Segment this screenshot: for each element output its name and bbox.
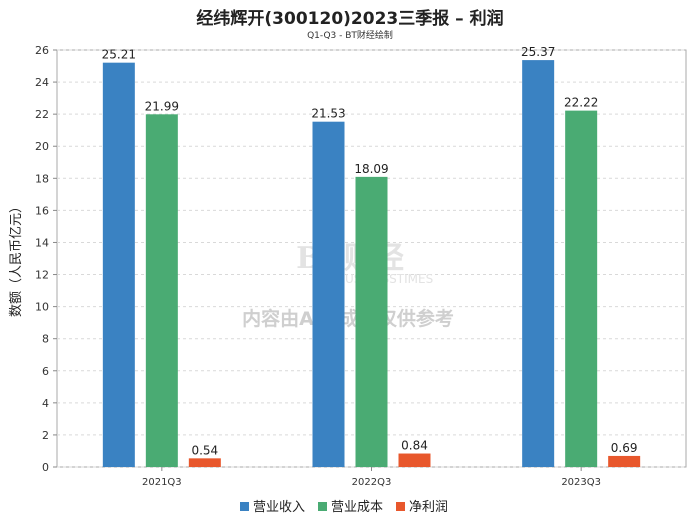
bar-cost <box>565 110 598 468</box>
y-tick-label: 14 <box>35 236 49 249</box>
y-axis-label: 数额（人民币亿元） <box>9 200 24 317</box>
bar-value-label: 0.69 <box>611 441 638 455</box>
bar-revenue <box>102 62 135 468</box>
chart-subtitle: Q1-Q3 - BT财经绘制 <box>307 31 393 41</box>
chart-title: 经纬辉开(300120)2023三季报 – 利润 <box>196 9 504 29</box>
bar-value-label: 0.84 <box>401 439 428 453</box>
y-tick-label: 2 <box>42 429 49 442</box>
y-tick-label: 12 <box>35 269 49 282</box>
legend-label: 净利润 <box>409 500 448 515</box>
y-tick-label: 0 <box>42 461 49 474</box>
x-tick-label: 2023Q3 <box>561 477 601 488</box>
y-tick-label: 24 <box>35 76 49 89</box>
y-tick-label: 10 <box>35 301 49 314</box>
y-tick-label: 20 <box>35 140 49 153</box>
bar-cost <box>145 114 178 467</box>
y-tick-label: 4 <box>42 397 49 410</box>
y-tick-label: 16 <box>35 204 49 217</box>
legend-swatch-cost <box>318 502 327 511</box>
watermark-brand: BT财经 <box>296 241 404 276</box>
bar-value-label: 22.22 <box>564 96 598 110</box>
bar-value-label: 25.37 <box>521 45 555 59</box>
legend-label: 营业收入 <box>253 500 305 515</box>
bar-revenue <box>312 121 345 467</box>
bar-profit <box>398 453 431 467</box>
bar-value-label: 21.53 <box>311 107 345 121</box>
bar-profit <box>188 458 221 467</box>
y-tick-label: 8 <box>42 333 49 346</box>
watermark-notice: 内容由AI生成，仅供参考 <box>242 307 454 330</box>
legend-swatch-profit <box>396 502 405 511</box>
bar-value-label: 0.54 <box>191 443 218 457</box>
bar-revenue <box>522 60 555 468</box>
y-tick-label: 22 <box>35 108 49 121</box>
legend-label: 营业成本 <box>331 500 383 515</box>
bar-value-label: 25.21 <box>102 48 136 62</box>
x-tick-label: 2021Q3 <box>142 477 182 488</box>
y-tick-label: 18 <box>35 172 49 185</box>
bar-profit <box>608 455 641 467</box>
bar-value-label: 21.99 <box>145 99 179 113</box>
x-tick-label: 2022Q3 <box>352 477 392 488</box>
bar-value-label: 18.09 <box>354 162 388 176</box>
legend-swatch-revenue <box>240 502 249 511</box>
y-tick-label: 26 <box>35 44 49 57</box>
y-tick-label: 6 <box>42 365 49 378</box>
bar-cost <box>355 176 388 467</box>
